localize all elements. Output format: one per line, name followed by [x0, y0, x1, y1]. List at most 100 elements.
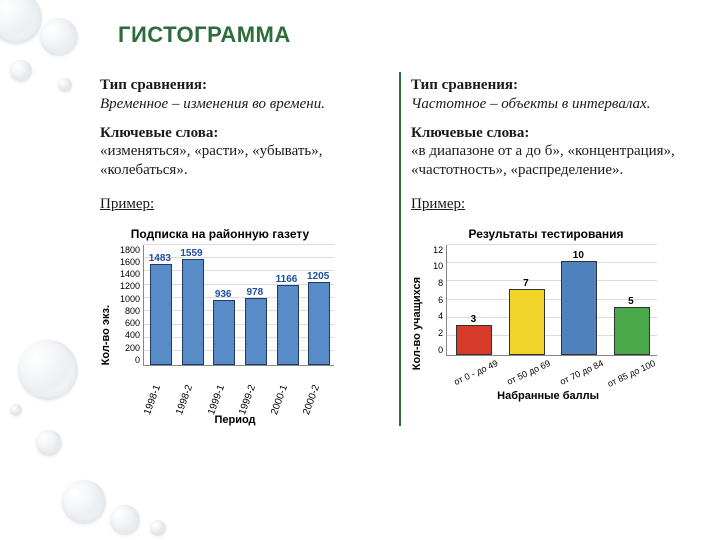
- type-block: Тип сравнения: Частотное – объекты в инт…: [411, 76, 700, 114]
- chart-plot: 37105: [446, 245, 657, 356]
- gridline: [144, 350, 334, 351]
- bubble-decoration: [0, 0, 42, 44]
- bubble-decoration: [58, 78, 72, 92]
- gridline: [144, 324, 334, 325]
- type-value: Временное – изменения во времени.: [100, 96, 325, 112]
- chart-yticks: 0 200 400 600 800 1000 1200 1400 1600 1800: [114, 245, 143, 365]
- type-label: Тип сравнения:: [411, 77, 518, 93]
- column-left: Тип сравнения: Временное – изменения во …: [100, 72, 399, 426]
- column-right: Тип сравнения: Частотное – объекты в инт…: [401, 72, 700, 426]
- bubble-decoration: [62, 480, 106, 524]
- ytick: 800: [114, 306, 140, 316]
- type-block: Тип сравнения: Временное – изменения во …: [100, 76, 389, 114]
- bubble-decoration: [36, 430, 62, 456]
- gridline: [144, 297, 334, 298]
- bar-value-label: 10: [573, 250, 584, 261]
- bar: [561, 261, 597, 355]
- bar: [277, 285, 299, 365]
- bar: [245, 298, 267, 365]
- ytick: 8: [425, 278, 443, 288]
- chart-xlabel: Период: [140, 414, 330, 426]
- bar: [614, 307, 650, 355]
- chart-plot: 1483 1559 936 978 1166 1205: [143, 245, 334, 366]
- ytick: 0: [114, 355, 140, 365]
- gridline: [447, 299, 657, 300]
- bar-value-label: 1166: [276, 274, 298, 285]
- xtick-slot: от 70 до 84: [548, 358, 601, 368]
- ytick: 1800: [114, 245, 140, 255]
- bar-value-label: 1483: [149, 253, 171, 264]
- gridline: [447, 244, 657, 245]
- bubble-decoration: [18, 340, 78, 400]
- gridline: [144, 310, 334, 311]
- bubble-decoration: [40, 18, 78, 56]
- ytick: 6: [425, 295, 443, 305]
- xtick: от 0 - до 49: [453, 358, 500, 387]
- bar: [182, 259, 204, 365]
- chart-ylabel: Кол-во экз.: [100, 305, 112, 365]
- keywords-block: Ключевые слова: «в диапазоне от а до б»,…: [411, 124, 700, 180]
- ytick: 4: [425, 311, 443, 321]
- ytick: 1000: [114, 294, 140, 304]
- gridline: [144, 337, 334, 338]
- bar-value-label: 1205: [307, 271, 329, 282]
- xtick: 1998-1: [142, 367, 169, 416]
- gridline: [144, 284, 334, 285]
- xtick-slot: от 0 - до 49: [443, 358, 496, 368]
- xtick: 1998-2: [174, 367, 201, 416]
- chart-xlabel: Набранные баллы: [443, 390, 653, 402]
- xtick: 2000-1: [269, 367, 296, 416]
- chart-title: Подписка на районную газету: [120, 227, 320, 241]
- ytick: 200: [114, 343, 140, 353]
- keywords-value: «в диапазоне от а до б», «концентрация»,…: [411, 143, 675, 178]
- xtick: от 50 до 69: [506, 358, 553, 387]
- keywords-label: Ключевые слова:: [100, 125, 218, 141]
- example-label: Пример:: [411, 196, 700, 213]
- keywords-block: Ключевые слова: «изменяться», «расти», «…: [100, 124, 389, 180]
- chart-title: Результаты тестирования: [441, 227, 651, 241]
- bubble-decoration: [150, 520, 166, 536]
- xtick-slot: от 50 до 69: [496, 358, 549, 368]
- ytick: 600: [114, 318, 140, 328]
- xtick: 2000-2: [301, 367, 328, 416]
- chart-test-results: Результаты тестирования Кол-во учащихся …: [411, 227, 700, 402]
- bar: [213, 300, 235, 364]
- bar-value-label: 7: [523, 278, 529, 289]
- xtick: от 70 до 84: [558, 358, 605, 387]
- gridline: [447, 262, 657, 263]
- ytick: 10: [425, 261, 443, 271]
- chart-body: Кол-во учащихся 024681012 37105 от 0 - д…: [411, 245, 700, 402]
- xtick: от 85 до 100: [606, 358, 657, 389]
- bar-value-label: 3: [471, 314, 477, 325]
- chart-newspaper: Подписка на районную газету Кол-во экз. …: [100, 227, 389, 426]
- page-title: ГИСТОГРАММА: [118, 22, 291, 48]
- ytick: 2: [425, 328, 443, 338]
- chart-body: Кол-во экз. 0 200 400 600 800 1000 1200 1400 160…: [100, 245, 389, 426]
- example-label: Пример:: [100, 196, 389, 213]
- bar-value-label: 936: [215, 289, 232, 300]
- ytick: 0: [425, 345, 443, 355]
- gridline: [144, 257, 334, 258]
- chart-yticks: 0 2 4 6 8 10 12: [425, 245, 446, 355]
- type-label: Тип сравнения:: [100, 77, 207, 93]
- gridline: [144, 244, 334, 245]
- bubble-decoration: [10, 60, 32, 82]
- chart-ylabel: Кол-во учащихся: [411, 277, 423, 370]
- bar-value-label: 978: [246, 287, 263, 298]
- type-value: Частотное – объекты в интервалах.: [411, 96, 650, 112]
- ytick: 12: [425, 245, 443, 255]
- ytick: 1200: [114, 281, 140, 291]
- ytick: 1400: [114, 269, 140, 279]
- bar: [150, 264, 172, 365]
- gridline: [447, 280, 657, 281]
- xtick-slot: от 85 до 100: [601, 358, 654, 368]
- chart-xticks: 1998-11998-21999-11999-22000-12000-2: [140, 368, 330, 416]
- xtick: 1999-1: [206, 367, 233, 416]
- gridline: [144, 270, 334, 271]
- ytick: 400: [114, 330, 140, 340]
- bar-value-label: 1559: [180, 248, 202, 259]
- ytick: 1600: [114, 257, 140, 267]
- xtick: 1999-2: [237, 367, 264, 416]
- bar: [509, 289, 545, 355]
- chart-xticks: от 0 - до 49от 50 до 69от 70 до 84от 85 …: [443, 358, 653, 386]
